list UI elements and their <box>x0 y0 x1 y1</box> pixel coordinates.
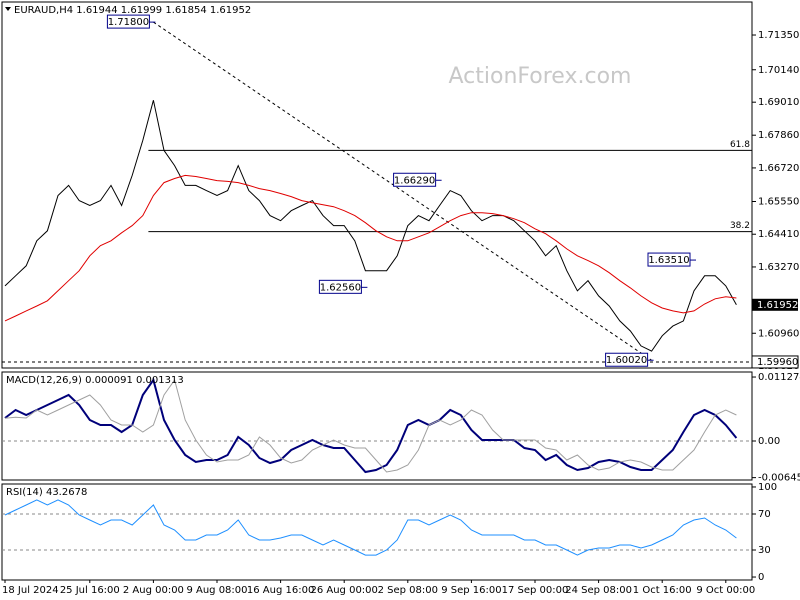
watermark: ActionForex.com <box>449 64 632 89</box>
support-label: 1.59960 <box>757 357 798 368</box>
panel-title: EURAUD,H4 1.61944 1.61999 1.61854 1.6195… <box>14 5 251 16</box>
price-annotation: 1.66290 <box>394 175 435 186</box>
y-tick-label: 1.69010 <box>758 97 799 108</box>
x-tick-label: 24 Sep 08:00 <box>565 585 632 596</box>
x-tick-label: 9 Aug 08:00 <box>186 585 247 596</box>
price-annotation: 1.71800 <box>108 17 149 28</box>
y-tick-label: 1.70140 <box>758 65 799 76</box>
y-tick-label: 1.60960 <box>758 328 799 339</box>
symbol-icon <box>5 7 11 11</box>
x-tick-label: 2 Aug 00:00 <box>123 585 184 596</box>
x-tick-label: 2 Sep 08:00 <box>378 585 438 596</box>
y-tick-label: 0 <box>758 572 764 583</box>
y-tick-label: 1.63270 <box>758 262 799 273</box>
x-tick-label: 9 Oct 00:00 <box>696 585 755 596</box>
series-line <box>4 174 737 322</box>
series-line <box>4 377 738 474</box>
series-line <box>4 378 737 473</box>
x-tick-label: 1 Oct 16:00 <box>633 585 692 596</box>
y-tick-label: -0.006453 <box>758 473 800 484</box>
y-tick-label: 1.66720 <box>758 163 799 174</box>
last-price-box <box>752 298 798 311</box>
x-tick-label: 9 Sep 16:00 <box>441 585 501 596</box>
y-tick-label: 70 <box>758 509 771 520</box>
price-annotation: 1.62560 <box>320 282 361 293</box>
fib-label: 61.8 <box>730 140 750 150</box>
support-box <box>751 355 799 369</box>
x-tick-label: 16 Aug 16:00 <box>247 585 314 596</box>
x-tick-label: 18 Jul 2024 <box>2 585 59 596</box>
trend-line <box>153 21 652 361</box>
price-annotation: 1.60020 <box>606 355 647 366</box>
price-annotation: 1.63510 <box>648 255 689 266</box>
fib-label: 38.2 <box>730 221 750 231</box>
y-tick-label: 0.011274 <box>758 372 800 383</box>
y-tick-label: 1.64410 <box>758 229 799 240</box>
y-tick-label: 100 <box>758 482 777 493</box>
panel-title: RSI(14) 43.2678 <box>6 487 87 498</box>
panel-title: MACD(12,26,9) 0.000091 0.001313 <box>6 375 184 386</box>
panel-frame <box>1 371 753 481</box>
panel-frame <box>1 1 753 369</box>
y-tick-label: 0.00 <box>758 436 780 447</box>
panel-frame <box>1 483 753 581</box>
last-price-label: 1.61952 <box>757 300 798 311</box>
series-line <box>4 100 737 352</box>
series-line <box>4 499 737 556</box>
x-tick-label: 26 Aug 00:00 <box>310 585 377 596</box>
y-tick-label: 1.71350 <box>758 30 799 41</box>
x-tick-label: 25 Jul 16:00 <box>60 585 120 596</box>
y-tick-label: 1.67860 <box>758 130 799 141</box>
x-tick-label: 17 Sep 00:00 <box>502 585 569 596</box>
y-tick-label: 30 <box>758 545 771 556</box>
y-tick-label: 1.65550 <box>758 197 799 208</box>
